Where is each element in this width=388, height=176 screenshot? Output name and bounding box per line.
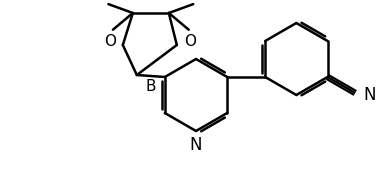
Text: O: O [104,34,116,49]
Text: O: O [184,34,196,49]
Text: N: N [363,86,376,104]
Text: B: B [146,79,156,94]
Text: N: N [190,136,202,154]
